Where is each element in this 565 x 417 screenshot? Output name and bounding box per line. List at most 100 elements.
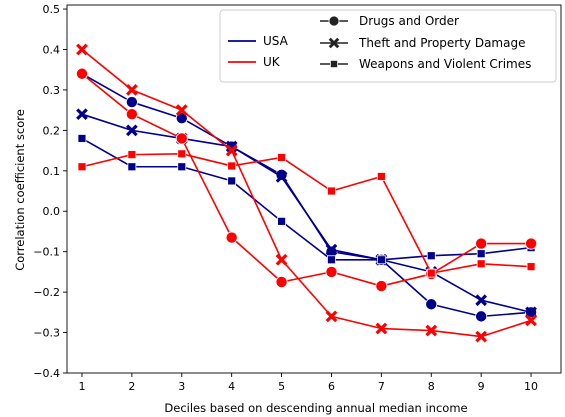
- data-point: [126, 124, 138, 137]
- data-point: [376, 172, 386, 181]
- series-line: [81, 48, 532, 338]
- data-point: [327, 255, 336, 265]
- x-tick-label: 8: [428, 380, 435, 393]
- data-point: [375, 322, 388, 335]
- data-point: [475, 237, 488, 250]
- x-marker-stroke: [126, 124, 138, 137]
- data-point: [277, 153, 286, 162]
- y-tick-label: 0.4: [43, 43, 61, 56]
- data-point: [425, 298, 438, 311]
- data-point: [177, 149, 187, 159]
- x-axis-label: Deciles based on descending annual media…: [164, 401, 467, 415]
- x-marker-stroke: [275, 171, 288, 183]
- data-point: [127, 162, 137, 172]
- legend-label-usa: USA: [263, 34, 289, 48]
- data-point: [325, 265, 338, 278]
- x-tick-label: 6: [328, 380, 335, 393]
- y-tick-label: 0.2: [43, 124, 61, 137]
- data-point: [177, 162, 187, 172]
- y-tick-label: 0.5: [43, 3, 61, 16]
- x-tick-label: 2: [128, 380, 135, 393]
- data-point: [275, 171, 288, 183]
- legend-label-crime: Weapons and Violent Crimes: [359, 57, 531, 71]
- legend-frame: [219, 9, 557, 83]
- legend-marker-square: [329, 60, 338, 69]
- data-point: [476, 259, 486, 269]
- data-point: [325, 243, 338, 256]
- y-tick-label: −0.3: [33, 327, 60, 340]
- x-tick-label: 3: [178, 380, 185, 393]
- series-uk-weapons-and-violent-crimes: [77, 149, 536, 278]
- data-point: [175, 132, 188, 145]
- data-point: [77, 134, 87, 143]
- y-tick-label: 0.3: [43, 84, 61, 97]
- data-point: [425, 324, 438, 337]
- x-marker-stroke: [475, 294, 488, 307]
- data-point: [75, 67, 88, 80]
- data-point: [76, 108, 88, 121]
- data-point: [375, 280, 388, 293]
- data-point: [77, 162, 87, 172]
- data-point: [125, 108, 138, 121]
- data-point: [325, 310, 338, 323]
- data-point: [426, 251, 436, 261]
- x-marker-stroke: [126, 84, 138, 96]
- y-tick-label: −0.4: [33, 367, 60, 380]
- data-point: [76, 43, 88, 56]
- x-marker-stroke: [76, 108, 88, 121]
- x-tick-label: 1: [78, 380, 85, 393]
- data-point: [275, 253, 288, 266]
- series-uk-theft-and-property-damage: [76, 43, 537, 343]
- y-tick-label: 0.1: [43, 165, 61, 178]
- data-point: [426, 268, 436, 278]
- data-point: [175, 112, 188, 125]
- x-marker-stroke: [328, 37, 340, 49]
- data-point: [475, 330, 488, 343]
- x-marker-stroke: [325, 243, 338, 256]
- x-tick-label: 4: [228, 380, 235, 393]
- y-tick-label: 0.0: [43, 205, 61, 218]
- data-point: [525, 314, 537, 327]
- x-tick-label: 9: [478, 380, 485, 393]
- y-axis-label: Correlation coefficient score: [13, 109, 27, 271]
- data-point: [125, 96, 138, 109]
- data-point: [227, 161, 237, 171]
- data-point: [525, 237, 538, 250]
- data-point: [525, 306, 537, 319]
- series-line: [81, 113, 532, 314]
- x-marker-stroke: [525, 306, 537, 319]
- x-marker-stroke: [325, 310, 338, 323]
- legend-marker-x: [328, 37, 340, 49]
- data-point: [476, 249, 486, 259]
- x-marker-stroke: [375, 322, 388, 335]
- data-point: [277, 216, 286, 226]
- y-tick-label: −0.2: [33, 286, 60, 299]
- series-line: [81, 73, 532, 287]
- data-point: [225, 144, 238, 157]
- series-line: [81, 153, 532, 274]
- data-point: [475, 310, 488, 323]
- data-point: [225, 231, 238, 244]
- x-marker-stroke: [275, 253, 288, 266]
- data-point: [526, 262, 536, 272]
- legend-label-crime: Drugs and Order: [359, 14, 459, 28]
- x-marker-stroke: [425, 324, 438, 337]
- plot-area: [75, 43, 538, 343]
- x-marker-stroke: [76, 43, 88, 56]
- data-point: [126, 84, 138, 96]
- legend: USA UK Drugs and Order Theft and Property D…: [219, 9, 557, 83]
- data-point: [227, 176, 237, 186]
- x-marker-stroke: [525, 314, 537, 327]
- x-tick-label: 10: [524, 380, 538, 393]
- x-marker-stroke: [175, 104, 188, 117]
- x-marker-stroke: [475, 330, 488, 343]
- data-point: [376, 255, 386, 265]
- axes-frame: [66, 4, 562, 374]
- data-point: [175, 104, 188, 117]
- data-point: [275, 276, 288, 289]
- x-marker-stroke: [225, 144, 238, 157]
- data-point: [475, 294, 488, 307]
- x-tick-label: 5: [278, 380, 285, 393]
- legend-marker-circle: [328, 15, 340, 27]
